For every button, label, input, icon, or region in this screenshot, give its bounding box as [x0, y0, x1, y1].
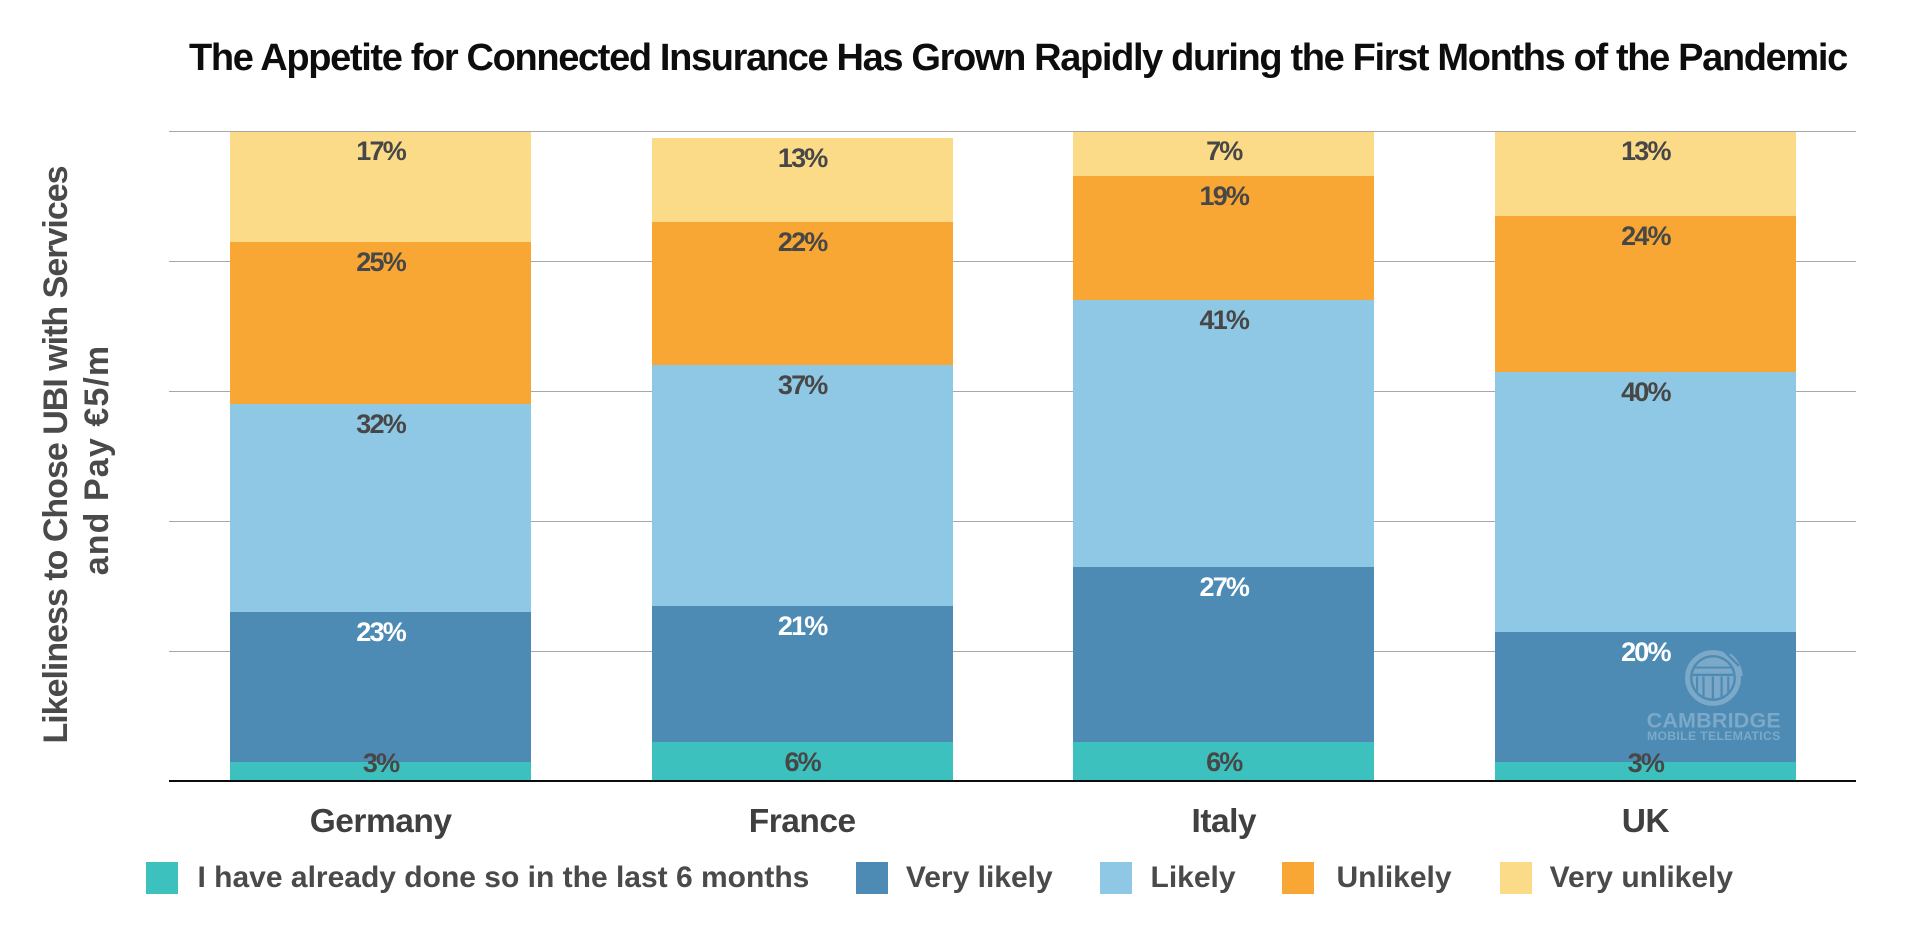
svg-text:CAMBRIDGE: CAMBRIDGE: [1647, 709, 1781, 733]
svg-text:MOBILE TELEMATICS: MOBILE TELEMATICS: [1647, 729, 1781, 743]
